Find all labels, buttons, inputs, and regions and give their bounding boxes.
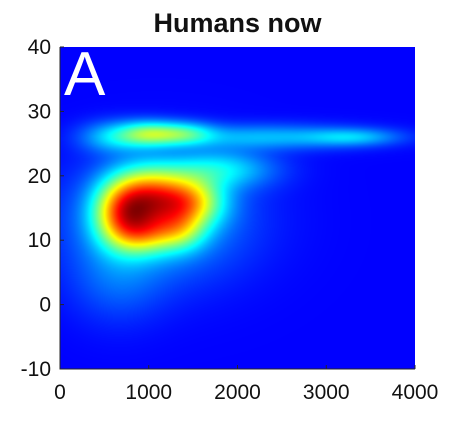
- x-tick-label: 1000: [125, 381, 172, 404]
- x-tick-label: 4000: [392, 381, 439, 404]
- y-tick-label: 20: [28, 165, 51, 188]
- y-tick-label: 10: [28, 229, 51, 252]
- y-tick-label: 30: [28, 100, 51, 123]
- x-tick-label: 3000: [303, 381, 350, 404]
- plot-area: [60, 47, 415, 369]
- x-tick-label: 0: [54, 381, 66, 404]
- y-tick-label: -10: [21, 358, 51, 381]
- y-tick-label: 40: [28, 36, 51, 59]
- x-tick-label: 2000: [214, 381, 261, 404]
- y-tick-label: 0: [39, 294, 51, 317]
- panel-label: A: [64, 40, 106, 109]
- chart-title: Humans now: [153, 8, 322, 38]
- heatmap-density: [60, 47, 415, 369]
